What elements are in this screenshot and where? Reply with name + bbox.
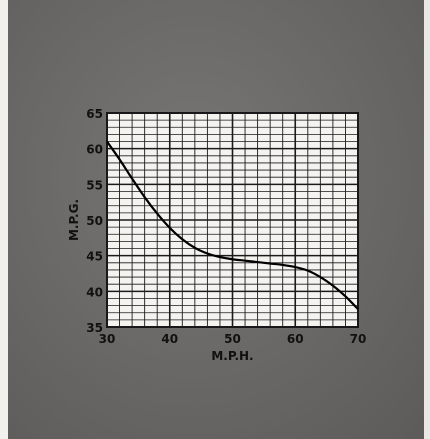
x-tick-label: 50 [224, 332, 241, 346]
y-tick-label: 50 [86, 214, 103, 228]
page-edge-right [424, 0, 430, 439]
grid-lines [106, 112, 359, 328]
mpg-curve [106, 140, 359, 310]
x-tick-label: 70 [350, 332, 367, 346]
x-tick-label: 30 [99, 332, 116, 346]
y-tick-label: 55 [86, 178, 103, 192]
y-tick-label: 60 [86, 143, 103, 157]
page-edge-left [0, 0, 8, 439]
y-tick-label: 40 [86, 285, 103, 299]
y-tick-label: 35 [86, 321, 103, 335]
x-axis-label: M.P.H. [211, 349, 253, 363]
y-axis-label: M.P.G. [67, 199, 81, 241]
y-tick-label: 45 [86, 250, 103, 264]
x-tick-label: 40 [161, 332, 178, 346]
x-tick-label: 60 [287, 332, 304, 346]
y-tick-label: 65 [86, 107, 103, 121]
tick-labels: 30 40 50 60 70 35 40 45 50 55 60 65 [86, 107, 366, 346]
